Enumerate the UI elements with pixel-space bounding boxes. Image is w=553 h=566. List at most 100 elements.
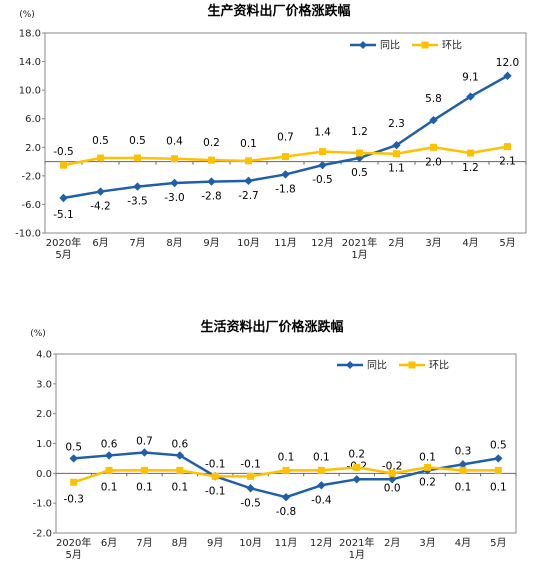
legend-label-同比: 同比 bbox=[367, 360, 387, 372]
data-label-同比: 0.5 bbox=[65, 441, 82, 453]
point-同比 bbox=[281, 493, 291, 502]
x-tick-label: 2021年 bbox=[339, 536, 374, 549]
data-label-同比: -0.4 bbox=[311, 494, 332, 506]
x-tick-label: 2020年 bbox=[56, 536, 91, 549]
x-tick-label: 5月 bbox=[490, 537, 506, 549]
plot-frame bbox=[44, 32, 527, 234]
point-环比 bbox=[459, 466, 467, 474]
data-label-环比: 0.0 bbox=[384, 482, 401, 494]
x-tick-label: 1月 bbox=[349, 549, 365, 561]
point-同比 bbox=[244, 176, 253, 186]
point-环比 bbox=[245, 157, 252, 165]
point-同比 bbox=[429, 115, 438, 125]
x-tick-label: 11月 bbox=[274, 237, 297, 249]
point-同比 bbox=[494, 454, 503, 463]
point-同比 bbox=[140, 448, 149, 457]
data-label-环比: -0.5 bbox=[53, 146, 74, 158]
point-同比 bbox=[392, 140, 401, 150]
point-同比 bbox=[246, 484, 255, 493]
point-环比 bbox=[105, 466, 113, 474]
data-label-环比: 0.1 bbox=[136, 481, 153, 493]
data-label-环比: -0.3 bbox=[63, 493, 84, 505]
x-tick-label: 11月 bbox=[275, 537, 298, 549]
x-tick-label: 3月 bbox=[425, 237, 441, 249]
point-环比 bbox=[247, 472, 255, 480]
data-label-同比: -3.5 bbox=[127, 196, 148, 208]
data-label-同比: -0.2 bbox=[382, 460, 403, 472]
data-label-同比: 0.3 bbox=[455, 445, 472, 457]
x-tick-label: 12月 bbox=[311, 237, 334, 249]
point-同比 bbox=[387, 475, 397, 484]
x-tick-label: 8月 bbox=[172, 537, 188, 549]
point-环比 bbox=[134, 154, 141, 162]
data-label-环比: -0.1 bbox=[240, 458, 261, 470]
x-tick-label: 2月 bbox=[388, 237, 404, 249]
data-label-环比: 0.2 bbox=[348, 448, 365, 460]
data-label-同比: -3.0 bbox=[164, 192, 185, 204]
x-tick-label: 4月 bbox=[455, 537, 471, 549]
data-label-同比: -0.8 bbox=[276, 506, 297, 518]
point-同比 bbox=[69, 454, 78, 463]
data-label-环比: 0.4 bbox=[166, 136, 183, 148]
x-tick-label: 12月 bbox=[310, 537, 333, 549]
data-label-同比: -0.1 bbox=[205, 458, 226, 470]
y-tick-label: 18.0 bbox=[19, 29, 41, 40]
point-同比 bbox=[207, 177, 216, 186]
data-label-环比: -0.1 bbox=[205, 485, 226, 497]
data-label-同比: 9.1 bbox=[462, 72, 479, 84]
data-label-环比: 2.1 bbox=[499, 156, 516, 168]
point-环比 bbox=[282, 153, 289, 161]
x-tick-label: 3月 bbox=[419, 537, 435, 549]
point-环比 bbox=[171, 155, 178, 163]
legend-label-环比: 环比 bbox=[442, 40, 462, 52]
point-环比 bbox=[388, 469, 396, 477]
point-环比 bbox=[494, 466, 502, 474]
point-同比 bbox=[104, 451, 114, 460]
point-环比 bbox=[356, 149, 363, 157]
point-环比 bbox=[208, 156, 215, 164]
data-label-环比: 0.1 bbox=[490, 481, 507, 493]
point-同比 bbox=[318, 160, 327, 170]
data-label-同比: 0.6 bbox=[101, 438, 118, 450]
point-同比 bbox=[355, 153, 364, 163]
chart-title: 生活资料出厂价格涨跌幅 bbox=[200, 319, 343, 335]
data-label-同比: 0.7 bbox=[136, 435, 153, 447]
point-同比 bbox=[133, 182, 142, 191]
data-label-环比: 0.1 bbox=[240, 138, 257, 150]
data-label-环比: 0.5 bbox=[129, 135, 146, 147]
y-tick-label: 3.0 bbox=[36, 379, 52, 390]
x-tick-label: 2021年 bbox=[342, 236, 377, 249]
legend-marker-同比 bbox=[359, 41, 367, 49]
legend-marker-环比 bbox=[421, 41, 429, 49]
point-同比 bbox=[466, 92, 475, 101]
data-label-环比: 1.1 bbox=[388, 163, 405, 175]
data-label-环比: 0.1 bbox=[455, 481, 472, 493]
chart-title: 生产资料出厂价格涨跌幅 bbox=[207, 3, 350, 19]
point-同比 bbox=[503, 71, 512, 81]
y-tick-label: -6.0 bbox=[21, 200, 41, 211]
x-tick-label: 5月 bbox=[55, 249, 71, 261]
point-环比 bbox=[60, 161, 67, 169]
point-环比 bbox=[393, 150, 400, 158]
data-label-环比: 1.4 bbox=[314, 127, 331, 139]
data-label-同比: 5.8 bbox=[425, 93, 442, 105]
data-label-环比: 0.7 bbox=[277, 132, 294, 144]
x-tick-label: 5月 bbox=[499, 237, 515, 249]
y-tick-label: -10.0 bbox=[15, 229, 41, 240]
point-同比 bbox=[317, 481, 326, 490]
legend-marker-同比 bbox=[346, 361, 354, 369]
y-tick-label: 10.0 bbox=[19, 86, 41, 97]
chart-production-materials: 生产资料出厂价格涨跌幅 (%) -10.0 -6.0 -2.0 2.0 6.0 10.0 14.… bbox=[15, 3, 527, 261]
data-label-同比: 0.6 bbox=[171, 438, 188, 450]
legend-label-环比: 环比 bbox=[429, 360, 449, 372]
x-tick-label: 10月 bbox=[239, 537, 262, 549]
point-环比 bbox=[430, 143, 437, 151]
y-tick-label: -1.0 bbox=[32, 499, 52, 510]
x-tick-label: 5月 bbox=[66, 549, 82, 561]
data-label-同比: 0.1 bbox=[419, 451, 436, 463]
x-tick-label: 6月 bbox=[92, 237, 108, 249]
point-环比 bbox=[319, 148, 326, 156]
point-环比 bbox=[317, 466, 325, 474]
data-label-环比: 1.2 bbox=[462, 162, 479, 174]
